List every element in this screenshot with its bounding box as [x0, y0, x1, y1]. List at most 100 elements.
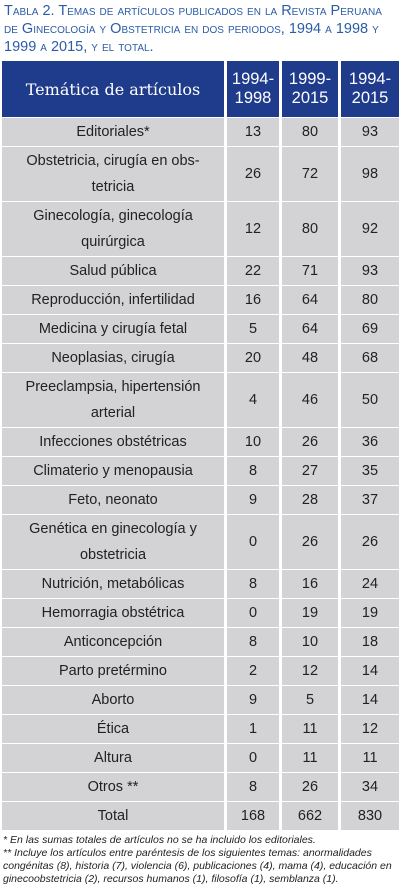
number-cell: 5: [227, 315, 279, 343]
table-row: Preeclampsia, hipertensión arterial 4 46 50: [2, 373, 399, 427]
table-row: Medicina y cirugía fetal 5 64 69: [2, 315, 399, 343]
number-cell: 50: [341, 373, 399, 427]
number-cell: 830: [341, 802, 399, 830]
number-cell: 11: [282, 744, 338, 772]
topic-cell: Feto, neonato: [2, 486, 224, 514]
table-row: Infecciones obstétricas 10 26 36: [2, 428, 399, 456]
number-cell: 2: [227, 657, 279, 685]
number-cell: 71: [282, 257, 338, 285]
number-cell: 0: [227, 744, 279, 772]
number-cell: 13: [227, 118, 279, 146]
number-cell: 48: [282, 344, 338, 372]
number-cell: 0: [227, 515, 279, 569]
number-cell: 12: [227, 202, 279, 256]
number-cell: 11: [282, 715, 338, 743]
table-row: Otros ** 8 26 34: [2, 773, 399, 801]
table-row: Climaterio y menopausia 8 27 35: [2, 457, 399, 485]
table-row: Reproducción, infertilidad 16 64 80: [2, 286, 399, 314]
number-cell: 80: [282, 202, 338, 256]
number-cell: 80: [341, 286, 399, 314]
number-cell: 12: [341, 715, 399, 743]
number-cell: 20: [227, 344, 279, 372]
number-cell: 26: [282, 773, 338, 801]
table-row: Neoplasias, cirugía 20 48 68: [2, 344, 399, 372]
number-cell: 80: [282, 118, 338, 146]
number-cell: 92: [341, 202, 399, 256]
number-cell: 28: [282, 486, 338, 514]
number-cell: 27: [282, 457, 338, 485]
topic-cell: Anticoncepción: [2, 628, 224, 656]
number-cell: 22: [227, 257, 279, 285]
table-row: Altura 0 11 11: [2, 744, 399, 772]
topic-cell: Total: [2, 802, 224, 830]
topic-cell: Ginecología, ginecología quirúrgica: [2, 202, 224, 256]
number-cell: 26: [227, 147, 279, 201]
header-cell: 1994-1998: [227, 61, 279, 117]
number-cell: 46: [282, 373, 338, 427]
table-row: Salud pública 22 71 93: [2, 257, 399, 285]
number-cell: 8: [227, 457, 279, 485]
topic-cell: Parto pretérmino: [2, 657, 224, 685]
number-cell: 72: [282, 147, 338, 201]
number-cell: 662: [282, 802, 338, 830]
topic-cell: Obstetricia, cirugía en obs-tetricia: [2, 147, 224, 201]
topic-cell: Otros **: [2, 773, 224, 801]
footnote: * En las sumas totales de artículos no s…: [3, 834, 316, 846]
table-row: Aborto 9 5 14: [2, 686, 399, 714]
topic-cell: Neoplasias, cirugía: [2, 344, 224, 372]
number-cell: 5: [282, 686, 338, 714]
table-row: Hemorragia obstétrica 0 19 19: [2, 599, 399, 627]
number-cell: 10: [227, 428, 279, 456]
number-cell: 64: [282, 286, 338, 314]
table-row: Ginecología, ginecología quirúrgica 12 80 9…: [2, 202, 399, 256]
topic-cell: Reproducción, infertilidad: [2, 286, 224, 314]
number-cell: 34: [341, 773, 399, 801]
table-caption: Tabla 2. Temas de artículos publicados e…: [4, 3, 382, 55]
table-row: Editoriales* 13 80 93: [2, 118, 399, 146]
header-cell: Temática de artículos: [2, 61, 224, 117]
table-row: Anticoncepción 8 10 18: [2, 628, 399, 656]
number-cell: 9: [227, 686, 279, 714]
header-cell: 1999-2015: [282, 61, 338, 117]
table-row: Total 168 662 830: [2, 802, 399, 830]
number-cell: 12: [282, 657, 338, 685]
table-row: Ética 1 11 12: [2, 715, 399, 743]
topic-cell: Infecciones obstétricas: [2, 428, 224, 456]
footnotes: * En las sumas totales de artículos no s…: [3, 834, 397, 886]
number-cell: 18: [341, 628, 399, 656]
number-cell: 35: [341, 457, 399, 485]
number-cell: 1: [227, 715, 279, 743]
footnote: ** Incluye los artículos entre paréntesi…: [3, 847, 392, 885]
topic-cell: Hemorragia obstétrica: [2, 599, 224, 627]
number-cell: 24: [341, 570, 399, 598]
number-cell: 4: [227, 373, 279, 427]
number-cell: 64: [282, 315, 338, 343]
table-body: Editoriales* 13 80 93 Obstetricia, cirugía e…: [2, 118, 399, 830]
topic-cell: Genética en ginecología y obstetricia: [2, 515, 224, 569]
topic-cell: Altura: [2, 744, 224, 772]
number-cell: 11: [341, 744, 399, 772]
number-cell: 68: [341, 344, 399, 372]
table-row: Parto pretérmino 2 12 14: [2, 657, 399, 685]
number-cell: 19: [282, 599, 338, 627]
number-cell: 8: [227, 628, 279, 656]
number-cell: 0: [227, 599, 279, 627]
number-cell: 26: [282, 515, 338, 569]
header-row: Temática de artículos 1994-1998 1999-2015 1…: [2, 61, 399, 117]
topic-cell: Aborto: [2, 686, 224, 714]
number-cell: 16: [227, 286, 279, 314]
number-cell: 8: [227, 773, 279, 801]
topic-cell: Editoriales*: [2, 118, 224, 146]
topic-cell: Preeclampsia, hipertensión arterial: [2, 373, 224, 427]
topic-cell: Salud pública: [2, 257, 224, 285]
number-cell: 10: [282, 628, 338, 656]
header-cell: 1994-2015: [341, 61, 399, 117]
number-cell: 26: [282, 428, 338, 456]
number-cell: 14: [341, 657, 399, 685]
number-cell: 93: [341, 257, 399, 285]
table-row: Genética en ginecología y obstetricia 0 26…: [2, 515, 399, 569]
number-cell: 69: [341, 315, 399, 343]
topic-cell: Ética: [2, 715, 224, 743]
number-cell: 9: [227, 486, 279, 514]
